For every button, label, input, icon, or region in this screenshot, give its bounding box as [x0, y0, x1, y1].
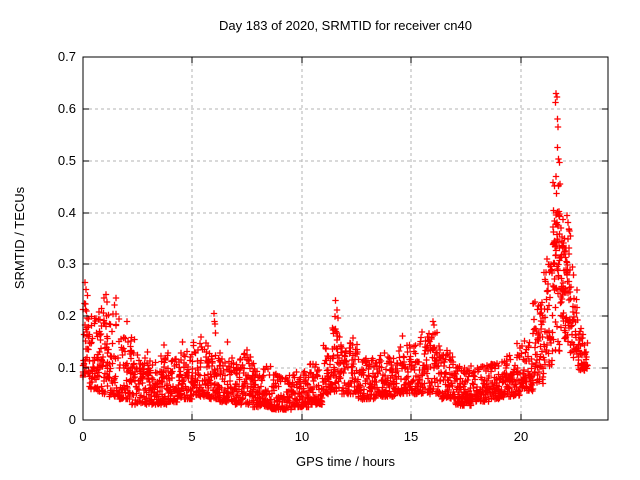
grid-lines [83, 57, 608, 420]
x-tick-label-4: 20 [513, 429, 529, 444]
x-tick-label-0: 0 [79, 429, 87, 444]
y-tick-label-6: 0.6 [57, 101, 76, 116]
y-tick-label-5: 0.5 [57, 153, 76, 168]
y-tick-label-1: 0.1 [57, 360, 76, 375]
x-tick-label-3: 15 [403, 429, 419, 444]
x-tick-label-1: 5 [188, 429, 196, 444]
y-tick-label-7: 0.7 [57, 49, 76, 64]
x-axis-label: GPS time / hours [296, 454, 395, 469]
y-tick-label-2: 0.2 [57, 308, 76, 323]
x-tick-label-2: 10 [294, 429, 310, 444]
axis-ticks [82, 56, 608, 421]
y-axis-label: SRMTID / TECUs [12, 186, 27, 290]
y-tick-label-4: 0.4 [57, 205, 76, 220]
y-tick-label-3: 0.3 [57, 256, 76, 271]
axis-border [82, 56, 609, 421]
chart-title: Day 183 of 2020, SRMTID for receiver cn4… [219, 18, 472, 33]
y-tick-label-0: 0 [68, 412, 76, 427]
srmtid-scatter-series [79, 90, 591, 413]
